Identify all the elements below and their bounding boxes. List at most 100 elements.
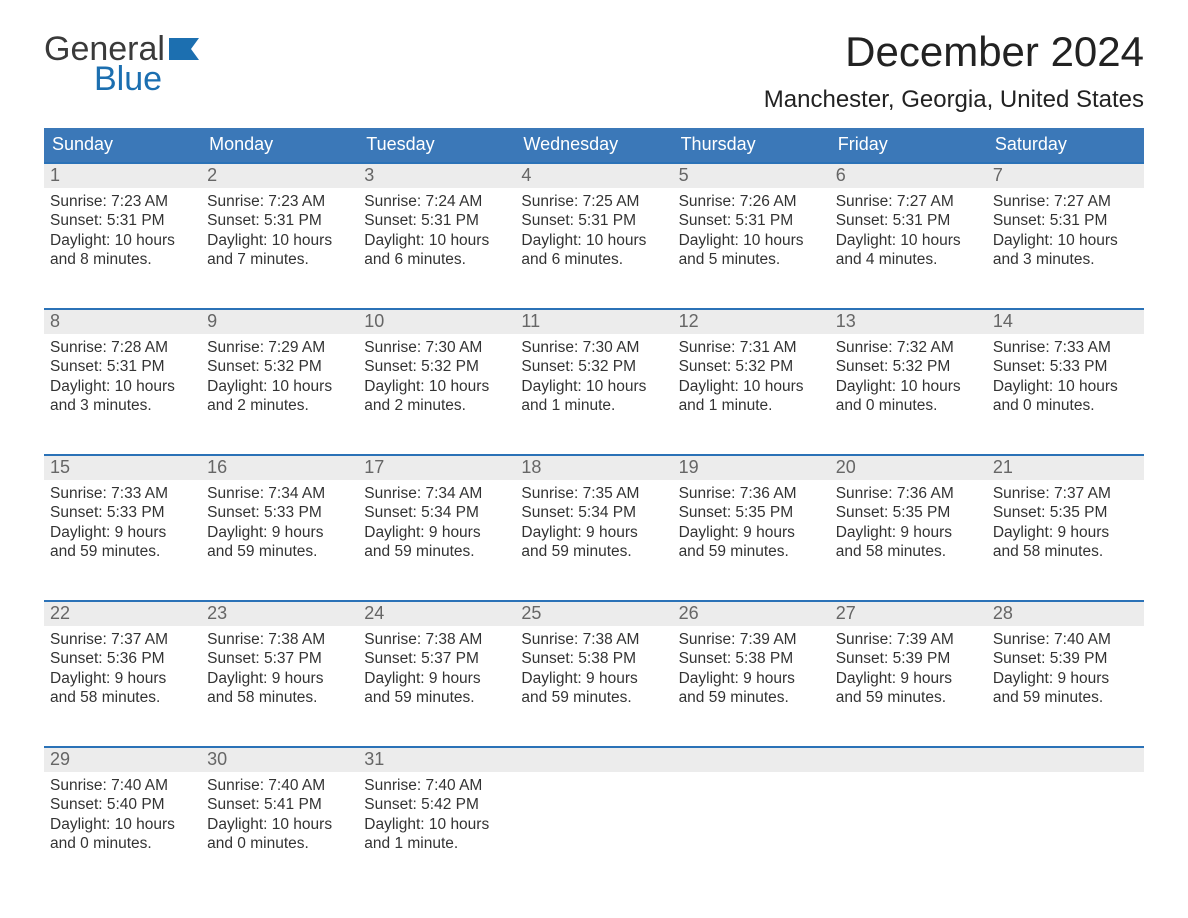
sunset-text: Sunset: 5:39 PM [836,649,981,668]
day-cell: Sunrise: 7:27 AMSunset: 5:31 PMDaylight:… [987,188,1144,288]
calendar: SundayMondayTuesdayWednesdayThursdayFrid… [44,128,1144,872]
day-cell: Sunrise: 7:40 AMSunset: 5:39 PMDaylight:… [987,626,1144,726]
dl1-text: Daylight: 10 hours [679,231,824,250]
dl2-text: and 58 minutes. [50,688,195,707]
dl1-text: Daylight: 9 hours [50,669,195,688]
sunrise-text: Sunrise: 7:31 AM [679,338,824,357]
sunset-text: Sunset: 5:35 PM [993,503,1138,522]
weekday-header: Wednesday [515,128,672,162]
day-cell: Sunrise: 7:23 AMSunset: 5:31 PMDaylight:… [201,188,358,288]
dl1-text: Daylight: 10 hours [364,815,509,834]
sunrise-text: Sunrise: 7:26 AM [679,192,824,211]
day-cell: Sunrise: 7:32 AMSunset: 5:32 PMDaylight:… [830,334,987,434]
dl1-text: Daylight: 10 hours [207,377,352,396]
sunrise-text: Sunrise: 7:36 AM [679,484,824,503]
day-cell: Sunrise: 7:28 AMSunset: 5:31 PMDaylight:… [44,334,201,434]
sunrise-text: Sunrise: 7:38 AM [364,630,509,649]
day-number: 17 [358,456,515,480]
dl1-text: Daylight: 10 hours [207,231,352,250]
day-cell: Sunrise: 7:40 AMSunset: 5:42 PMDaylight:… [358,772,515,872]
dl2-text: and 1 minute. [364,834,509,853]
day-number: 19 [673,456,830,480]
dl1-text: Daylight: 10 hours [521,231,666,250]
day-number [673,748,830,772]
sunset-text: Sunset: 5:33 PM [207,503,352,522]
daynum-row: 15161718192021 [44,456,1144,480]
dl2-text: and 4 minutes. [836,250,981,269]
sunrise-text: Sunrise: 7:37 AM [50,630,195,649]
dl2-text: and 3 minutes. [50,396,195,415]
dl1-text: Daylight: 9 hours [679,523,824,542]
day-number: 21 [987,456,1144,480]
day-number: 11 [515,310,672,334]
sunrise-text: Sunrise: 7:39 AM [836,630,981,649]
day-cell: Sunrise: 7:24 AMSunset: 5:31 PMDaylight:… [358,188,515,288]
sunset-text: Sunset: 5:31 PM [993,211,1138,230]
sunset-text: Sunset: 5:31 PM [50,357,195,376]
sunset-text: Sunset: 5:37 PM [207,649,352,668]
day-cell: Sunrise: 7:33 AMSunset: 5:33 PMDaylight:… [987,334,1144,434]
day-cell: Sunrise: 7:33 AMSunset: 5:33 PMDaylight:… [44,480,201,580]
day-number: 28 [987,602,1144,626]
dl1-text: Daylight: 10 hours [50,377,195,396]
day-cell: Sunrise: 7:34 AMSunset: 5:34 PMDaylight:… [358,480,515,580]
dl1-text: Daylight: 9 hours [836,523,981,542]
dl2-text: and 0 minutes. [207,834,352,853]
day-number: 23 [201,602,358,626]
week-row: 15161718192021Sunrise: 7:33 AMSunset: 5:… [44,454,1144,580]
day-number: 9 [201,310,358,334]
sunset-text: Sunset: 5:33 PM [993,357,1138,376]
dl1-text: Daylight: 9 hours [993,669,1138,688]
sunrise-text: Sunrise: 7:34 AM [207,484,352,503]
sunset-text: Sunset: 5:35 PM [836,503,981,522]
dl1-text: Daylight: 9 hours [364,669,509,688]
day-cell: Sunrise: 7:35 AMSunset: 5:34 PMDaylight:… [515,480,672,580]
day-number: 1 [44,164,201,188]
week-row: 22232425262728Sunrise: 7:37 AMSunset: 5:… [44,600,1144,726]
dl1-text: Daylight: 10 hours [521,377,666,396]
day-cell: Sunrise: 7:38 AMSunset: 5:37 PMDaylight:… [358,626,515,726]
dl1-text: Daylight: 9 hours [50,523,195,542]
day-cell: Sunrise: 7:30 AMSunset: 5:32 PMDaylight:… [358,334,515,434]
day-cell: Sunrise: 7:38 AMSunset: 5:38 PMDaylight:… [515,626,672,726]
month-title: December 2024 [764,28,1144,76]
weekday-header: Sunday [44,128,201,162]
week-row: 1234567Sunrise: 7:23 AMSunset: 5:31 PMDa… [44,162,1144,288]
day-number [830,748,987,772]
sunrise-text: Sunrise: 7:27 AM [993,192,1138,211]
dl1-text: Daylight: 9 hours [679,669,824,688]
weekday-header: Friday [830,128,987,162]
dl2-text: and 1 minute. [521,396,666,415]
sunset-text: Sunset: 5:37 PM [364,649,509,668]
day-cell: Sunrise: 7:29 AMSunset: 5:32 PMDaylight:… [201,334,358,434]
sunrise-text: Sunrise: 7:40 AM [364,776,509,795]
dl2-text: and 59 minutes. [364,688,509,707]
day-number: 2 [201,164,358,188]
week-row: 293031Sunrise: 7:40 AMSunset: 5:40 PMDay… [44,746,1144,872]
weekday-header: Monday [201,128,358,162]
day-number: 5 [673,164,830,188]
dl1-text: Daylight: 10 hours [836,231,981,250]
sunset-text: Sunset: 5:38 PM [521,649,666,668]
day-number: 10 [358,310,515,334]
dl2-text: and 0 minutes. [50,834,195,853]
dl2-text: and 58 minutes. [993,542,1138,561]
sunrise-text: Sunrise: 7:32 AM [836,338,981,357]
weekday-header-row: SundayMondayTuesdayWednesdayThursdayFrid… [44,128,1144,162]
day-cell: Sunrise: 7:25 AMSunset: 5:31 PMDaylight:… [515,188,672,288]
day-number [515,748,672,772]
dl2-text: and 59 minutes. [993,688,1138,707]
dl2-text: and 59 minutes. [50,542,195,561]
sunset-text: Sunset: 5:31 PM [521,211,666,230]
sunset-text: Sunset: 5:32 PM [207,357,352,376]
dl2-text: and 59 minutes. [679,688,824,707]
day-cell: Sunrise: 7:40 AMSunset: 5:40 PMDaylight:… [44,772,201,872]
day-number: 20 [830,456,987,480]
day-cell: Sunrise: 7:31 AMSunset: 5:32 PMDaylight:… [673,334,830,434]
day-number: 18 [515,456,672,480]
day-number: 29 [44,748,201,772]
dl1-text: Daylight: 10 hours [993,377,1138,396]
sunrise-text: Sunrise: 7:40 AM [50,776,195,795]
day-cell: Sunrise: 7:36 AMSunset: 5:35 PMDaylight:… [673,480,830,580]
day-number: 30 [201,748,358,772]
